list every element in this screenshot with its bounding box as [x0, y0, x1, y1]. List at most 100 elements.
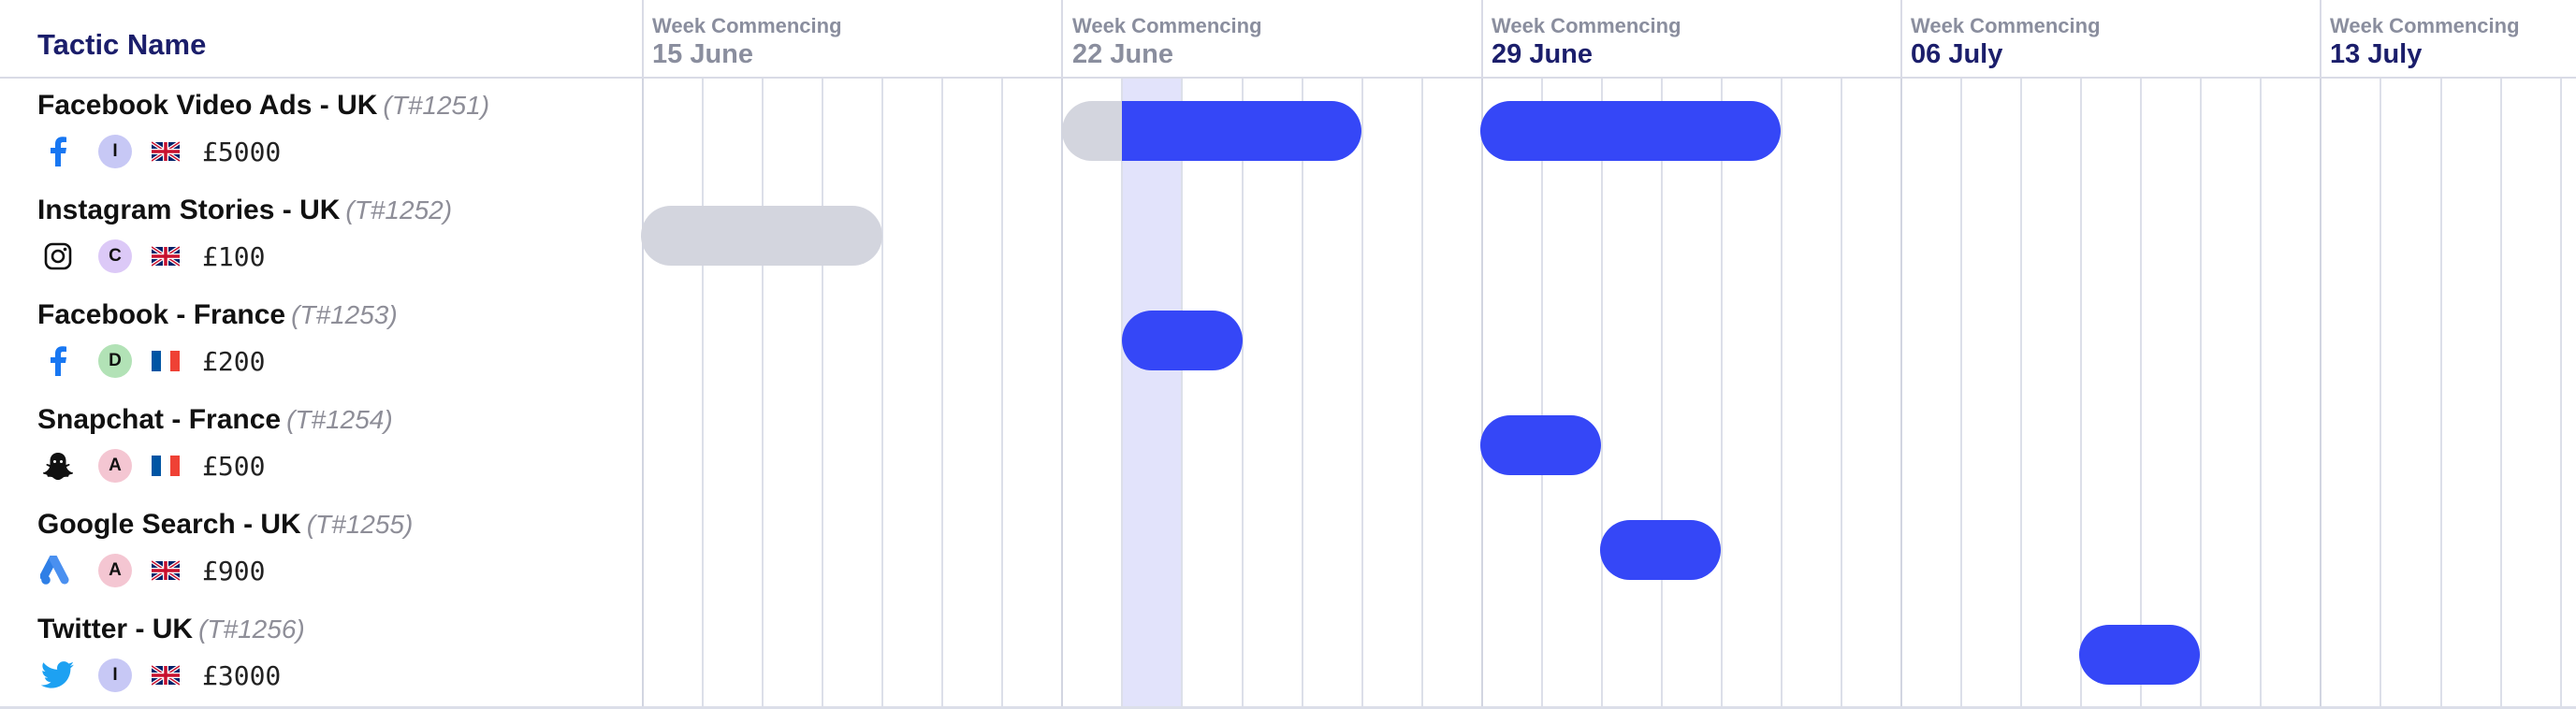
tactic-meta: I £5000: [37, 133, 281, 170]
owner-avatar[interactable]: I: [98, 658, 132, 692]
tactic-id: (T#1253): [291, 300, 398, 329]
owner-avatar[interactable]: I: [98, 135, 132, 168]
tactic-bar-active[interactable]: [1480, 101, 1781, 161]
tactic-id: (T#1252): [345, 195, 453, 224]
tactic-meta: D £200: [37, 342, 265, 380]
week-header-divider: [1061, 0, 1063, 79]
bottom-divider: [0, 706, 2576, 709]
day-gridline: [2200, 78, 2202, 709]
budget: £900: [202, 555, 266, 586]
day-gridline: [702, 78, 704, 709]
facebook-icon: [37, 133, 79, 170]
tactic-title: Google Search - UK: [37, 509, 301, 540]
week-gridline: [1481, 78, 1483, 709]
day-gridline: [1541, 78, 1543, 709]
uk-flag-icon: [152, 560, 180, 581]
week-label: Week Commencing: [2330, 14, 2520, 37]
uk-flag-icon: [152, 246, 180, 267]
budget: £500: [202, 450, 266, 482]
owner-avatar[interactable]: D: [98, 344, 132, 378]
week-date: 15 June: [652, 39, 753, 69]
tactic-bar-draft[interactable]: [641, 206, 882, 266]
budget: £200: [202, 345, 266, 377]
tactic-name[interactable]: Facebook - France (T#1253): [37, 299, 398, 331]
week-date: 29 June: [1492, 39, 1593, 69]
tactic-meta: I £3000: [37, 657, 281, 694]
week-gridline: [642, 78, 644, 709]
day-gridline: [2440, 78, 2442, 709]
day-gridline: [2560, 78, 2562, 709]
day-gridline: [1001, 78, 1003, 709]
day-gridline: [2380, 78, 2381, 709]
budget: £5000: [202, 136, 282, 167]
day-gridline: [762, 78, 764, 709]
budget: £3000: [202, 659, 282, 691]
week-label: Week Commencing: [652, 14, 842, 37]
week-header-divider: [2320, 0, 2321, 79]
tactic-bar-active[interactable]: [2079, 625, 2200, 685]
france-flag-icon: [152, 456, 180, 476]
google-ads-icon: [37, 552, 79, 589]
day-gridline: [1661, 78, 1663, 709]
week-label: Week Commencing: [1072, 14, 1262, 37]
tactic-meta: A £900: [37, 552, 265, 589]
tactic-name[interactable]: Instagram Stories - UK (T#1252): [37, 195, 452, 226]
tactic-id: (T#1255): [306, 510, 414, 539]
tactic-name[interactable]: Facebook Video Ads - UK (T#1251): [37, 90, 489, 122]
week-header-divider: [1481, 0, 1483, 79]
owner-avatar[interactable]: A: [98, 554, 132, 587]
day-gridline: [1181, 78, 1183, 709]
week-label: Week Commencing: [1492, 14, 1681, 37]
week-header-4: Week Commencing 06 July: [1911, 13, 2101, 69]
week-header-1: Week Commencing 15 June: [652, 13, 842, 69]
tactic-bar-active[interactable]: [1122, 101, 1361, 161]
france-flag-icon: [152, 351, 180, 371]
tactic-title: Instagram Stories - UK: [37, 195, 341, 225]
owner-avatar[interactable]: C: [98, 239, 132, 273]
tactic-name-column-header[interactable]: Tactic Name: [37, 28, 207, 61]
day-gridline: [941, 78, 943, 709]
header-divider: [0, 77, 2576, 79]
tactic-meta: C £100: [37, 238, 265, 275]
tactic-title: Facebook Video Ads - UK: [37, 90, 378, 121]
owner-avatar[interactable]: A: [98, 449, 132, 483]
week-header-5: Week Commencing 13 July: [2330, 13, 2520, 69]
twitter-icon: [37, 657, 79, 694]
tactic-id: (T#1251): [383, 91, 490, 120]
week-header-2: Week Commencing 22 June: [1072, 13, 1262, 69]
day-gridline: [1721, 78, 1723, 709]
snapchat-icon: [37, 447, 79, 485]
day-gridline: [1361, 78, 1363, 709]
tactic-title: Snapchat - France: [37, 404, 282, 435]
week-date: 22 June: [1072, 39, 1173, 69]
day-gridline: [2080, 78, 2082, 709]
day-gridline: [1302, 78, 1303, 709]
day-gridline: [822, 78, 823, 709]
day-gridline: [1601, 78, 1603, 709]
tactic-title: Facebook - France: [37, 299, 286, 330]
tactic-name[interactable]: Twitter - UK (T#1256): [37, 614, 305, 645]
tactic-name[interactable]: Google Search - UK (T#1255): [37, 509, 413, 541]
tactic-name[interactable]: Snapchat - France (T#1254): [37, 404, 393, 436]
day-gridline: [2260, 78, 2262, 709]
day-gridline: [1781, 78, 1783, 709]
day-gridline: [1242, 78, 1244, 709]
week-label: Week Commencing: [1911, 14, 2101, 37]
day-gridline: [881, 78, 883, 709]
tactic-bar-active[interactable]: [1600, 520, 1721, 580]
instagram-icon: [37, 238, 79, 275]
week-gridline: [2320, 78, 2321, 709]
day-gridline: [2140, 78, 2142, 709]
tactic-title: Twitter - UK: [37, 614, 194, 644]
week-header-3: Week Commencing 29 June: [1492, 13, 1681, 69]
tactic-bar-active[interactable]: [1480, 415, 1601, 475]
budget: £100: [202, 240, 266, 272]
week-header-divider: [642, 0, 644, 79]
week-header-divider: [1900, 0, 1902, 79]
tactic-bar-active[interactable]: [1122, 311, 1243, 370]
tactic-bar-draft[interactable]: [1062, 101, 1124, 161]
day-gridline: [2500, 78, 2502, 709]
day-gridline: [1421, 78, 1423, 709]
week-gridline: [1900, 78, 1902, 709]
